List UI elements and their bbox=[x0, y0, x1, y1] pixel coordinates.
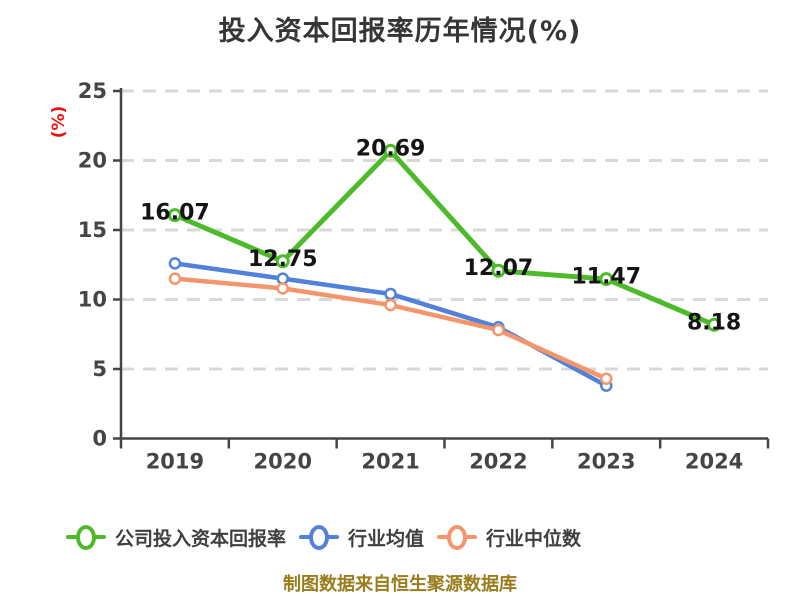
y-tick-label: 10 bbox=[78, 288, 107, 312]
series-line-0 bbox=[172, 148, 717, 328]
chart-title: 投入资本回报率历年情况(%) bbox=[218, 16, 582, 47]
data-point-marker bbox=[491, 263, 506, 278]
data-point-marker bbox=[384, 298, 397, 312]
legend-item-industry-median: 行业中位数 bbox=[437, 522, 581, 552]
data-label: 12.75 bbox=[248, 247, 318, 272]
data-point-marker bbox=[600, 372, 613, 385]
series-line-1 bbox=[172, 261, 609, 388]
data-point-marker bbox=[167, 208, 182, 223]
legend-item-industry-mean: 行业均值 bbox=[299, 522, 424, 552]
data-source-note: 制图数据来自恒生聚源数据库 bbox=[283, 574, 517, 595]
data-point-marker bbox=[384, 287, 397, 301]
data-label: 11.47 bbox=[571, 265, 641, 290]
data-label: 16.07 bbox=[140, 201, 210, 226]
x-tick-label: 2023 bbox=[577, 450, 635, 474]
axes bbox=[119, 88, 768, 440]
circle-marker-icon bbox=[76, 524, 96, 550]
legend-label: 公司投入资本回报率 bbox=[115, 527, 287, 550]
legend-label: 行业均值 bbox=[348, 527, 425, 550]
circle-marker-icon bbox=[309, 524, 330, 550]
y-tick-label: 20 bbox=[78, 149, 107, 173]
data-point-marker bbox=[168, 257, 182, 270]
data-point-marker bbox=[383, 143, 398, 158]
x-tick-label: 2024 bbox=[685, 450, 743, 474]
data-point-marker bbox=[168, 272, 182, 285]
data-point-marker bbox=[599, 272, 614, 287]
y-tick-label: 0 bbox=[92, 427, 107, 451]
legend-line-marker-green bbox=[66, 522, 106, 552]
data-point-marker bbox=[275, 254, 290, 269]
y-tick-label: 5 bbox=[92, 357, 107, 381]
y-tick-label: 15 bbox=[78, 218, 107, 242]
x-tick-label: 2020 bbox=[254, 450, 312, 474]
data-point-marker bbox=[492, 323, 505, 337]
data-label: 12.07 bbox=[464, 256, 534, 281]
data-point-marker bbox=[707, 317, 722, 332]
legend-line-marker-blue bbox=[299, 522, 340, 552]
circle-marker-icon bbox=[447, 524, 468, 550]
legend-label: 行业中位数 bbox=[486, 527, 582, 550]
y-tick-label: 25 bbox=[78, 79, 107, 103]
data-label: 20.69 bbox=[356, 136, 426, 161]
legend-item-company-roic: 公司投入资本回报率 bbox=[66, 522, 286, 552]
data-label: 8.18 bbox=[687, 310, 741, 335]
x-tick-label: 2019 bbox=[146, 450, 204, 474]
chart-legend: 公司投入资本回报率 行业均值 行业中位数 bbox=[66, 521, 581, 553]
x-tick-label: 2021 bbox=[361, 450, 419, 474]
x-tick-label: 2022 bbox=[469, 450, 527, 474]
data-point-marker bbox=[276, 282, 289, 295]
legend-line-marker-orange bbox=[437, 522, 478, 552]
